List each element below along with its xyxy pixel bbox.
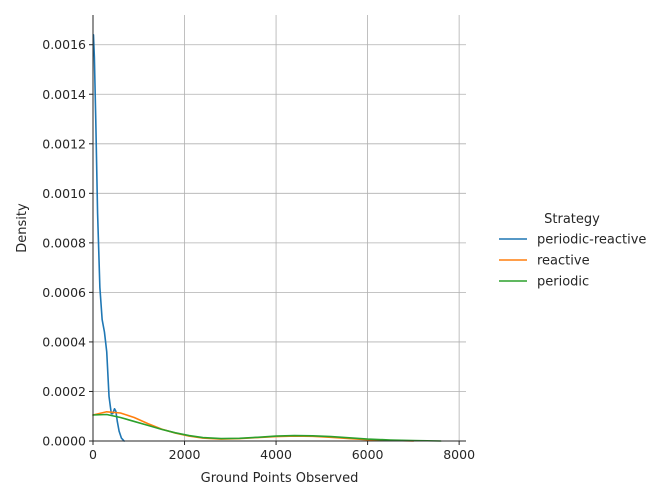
y-tick-label: 0.0002 [42,384,86,399]
series-line-periodic-reactive [92,34,125,442]
y-tick-label: 0.0016 [42,37,86,52]
x-tick-label: 2000 [169,447,201,462]
tick-labels: 0 2000 4000 6000 8000 0.0000 0.0002 0.0004 0.000… [42,37,475,462]
x-tick-label: 6000 [352,447,384,462]
y-tick-label: 0.0014 [42,87,86,102]
legend-label-periodic: periodic [537,275,589,290]
legend-title: Strategy [544,212,600,227]
y-tick-label: 0.0004 [42,334,86,349]
x-axis-label: Ground Points Observed [201,471,359,486]
y-tick-label: 0.0012 [42,136,86,151]
legend-label-periodic-reactive: periodic-reactive [537,233,646,248]
series-line-periodic [92,413,442,442]
legend: Strategy periodic-reactive reactive period… [499,212,646,290]
legend-label-reactive: reactive [537,254,590,269]
grid [92,15,466,442]
series-lines [92,34,442,442]
x-tick-label: 8000 [443,447,475,462]
x-tick-label: 4000 [260,447,292,462]
y-tick-label: 0.0000 [42,434,86,449]
series-line-reactive [92,410,415,442]
y-tick-label: 0.0010 [42,186,86,201]
x-tick-label: 0 [89,447,97,462]
y-tick-label: 0.0006 [42,285,86,300]
y-axis-label: Density [15,203,30,253]
axes [89,15,466,445]
y-tick-label: 0.0008 [42,235,86,250]
